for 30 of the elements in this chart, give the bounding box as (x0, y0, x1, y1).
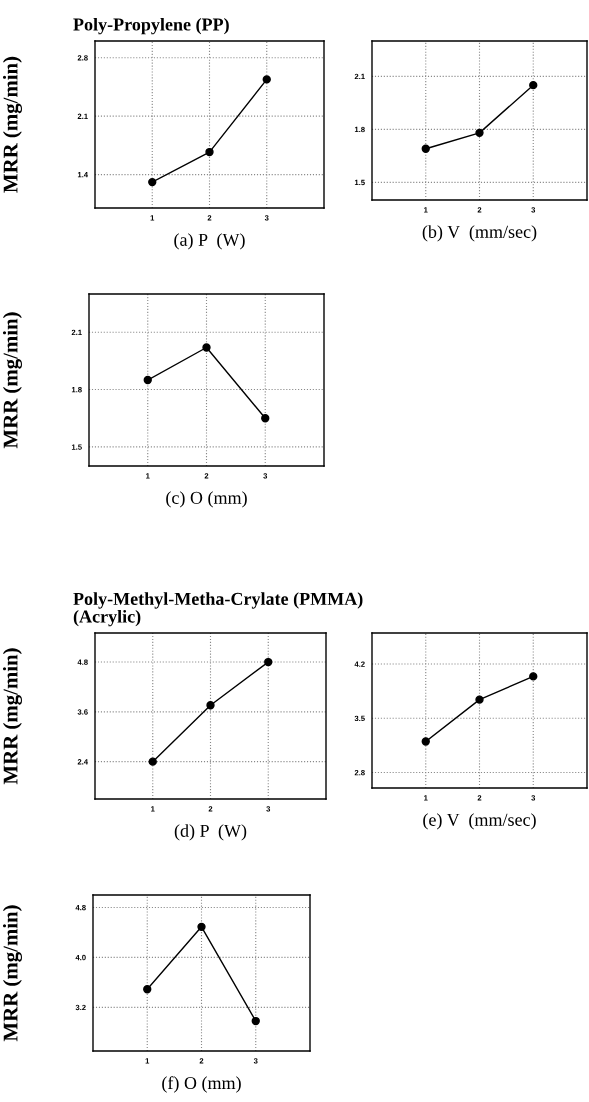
y-axis-title: MRR (mg/min) (2, 312, 22, 449)
x-axis-title: (d) P (W) (174, 824, 247, 841)
point (143, 375, 152, 385)
point (475, 128, 484, 138)
y-axis-title: MRR (mg/min) (2, 56, 22, 193)
point (262, 75, 271, 84)
point (421, 737, 430, 746)
point (264, 657, 273, 667)
y-axis-title: MRR (mg/min) (2, 905, 22, 1042)
x-axis-title: (b) V (mm/sec) (422, 225, 537, 242)
point (206, 701, 215, 710)
point (421, 144, 430, 153)
x-axis-title: (c) O (mm) (166, 491, 247, 508)
x-axis-title: (a) P (W) (174, 233, 245, 250)
point (529, 80, 538, 90)
point (251, 1016, 260, 1026)
point (529, 672, 538, 681)
point (143, 985, 152, 994)
chart-title: Poly-Propylene (PP) (73, 17, 229, 35)
x-axis-title: (f) O (mm) (162, 1076, 241, 1093)
point (205, 147, 214, 157)
y-axis-title: MRR (mg/min) (2, 648, 22, 785)
chart-title: Poly-Methyl-Metha-Crylate (PMMA) (Acrylic) (73, 592, 363, 627)
point (197, 922, 206, 931)
point (261, 414, 270, 423)
point (202, 343, 211, 352)
point (475, 695, 484, 704)
point (148, 757, 157, 766)
point (148, 177, 157, 187)
x-axis-title: (e) V (mm/sec) (423, 813, 536, 830)
